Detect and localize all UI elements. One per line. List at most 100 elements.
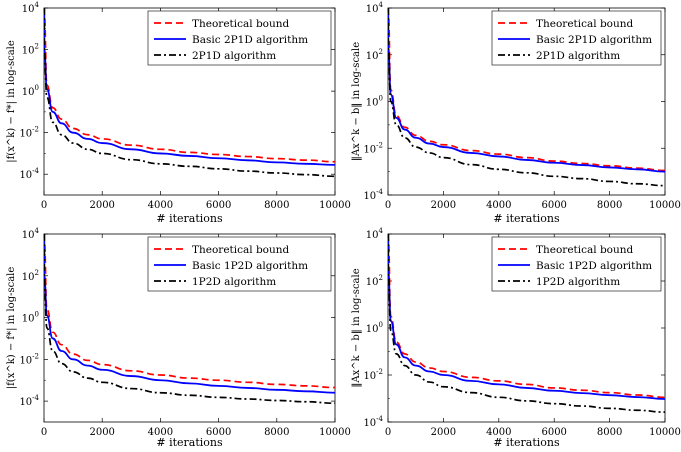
x-tick-label: 2000	[431, 427, 456, 438]
x-tick-label: 10000	[649, 200, 681, 211]
chart-top-left: 0 2000 4000 6000 8000 10000 10-4 10-2 100 102 104 T…	[6, 1, 351, 225]
y-tick-label: 10-4	[19, 167, 39, 181]
legend-label: Basic 1P2D algorithm	[536, 260, 652, 272]
y-tick-exponent: 4	[35, 227, 40, 235]
y-tick-exponent: 0	[35, 311, 39, 319]
x-tick-label: 0	[385, 427, 391, 438]
x-tick-label: 6000	[206, 200, 231, 211]
y-tick-exponent: 2	[35, 269, 39, 277]
y-tick-exponent: -4	[376, 188, 383, 196]
series-line-dashdot	[388, 234, 665, 413]
y-tick-exponent: -2	[32, 352, 39, 360]
y-tick-exponent: 0	[379, 95, 383, 103]
y-tick-label: 100	[366, 321, 383, 335]
y-tick-label: 10-2	[363, 368, 383, 382]
legend-label: 2P1D algorithm	[192, 50, 276, 62]
legend-label: 1P2D algorithm	[536, 276, 620, 288]
y-axis-label: ‖Ax^k − b‖ in log-scale	[351, 42, 362, 161]
x-tick-label: 6000	[541, 200, 566, 211]
y-tick-label: 100	[22, 311, 39, 325]
legend-label: 1P2D algorithm	[192, 276, 276, 288]
x-tick-label: 4000	[486, 427, 511, 438]
legend-label: Theoretical bound	[192, 244, 290, 256]
y-tick-label: 10-4	[363, 415, 383, 429]
x-tick-label: 8000	[597, 200, 622, 211]
series-line-dashdot	[44, 234, 335, 405]
x-axis-label: # iterations	[493, 212, 560, 225]
series-line-dashed	[388, 8, 665, 172]
x-tick-label: 8000	[264, 427, 289, 438]
y-tick-label: 102	[22, 43, 39, 57]
y-tick-label: 10-2	[19, 352, 39, 366]
series-line-dashed	[388, 234, 665, 399]
chart-top-right: 0 2000 4000 6000 8000 10000 10-4 10-2 100 102 104 T…	[351, 1, 681, 225]
x-axis-label: # iterations	[156, 436, 223, 449]
y-tick-exponent: 2	[379, 48, 383, 56]
y-tick-label: 100	[22, 84, 39, 98]
x-axis-label: # iterations	[493, 436, 560, 449]
y-tick-exponent: 4	[379, 227, 384, 235]
legend-label: Theoretical bound	[536, 18, 634, 30]
y-tick-exponent: -4	[32, 167, 39, 175]
series-line-dashed	[44, 234, 335, 389]
series-line-dashed	[44, 8, 335, 163]
x-tick-label: 4000	[486, 200, 511, 211]
series-line-solid	[388, 234, 665, 400]
y-tick-label: 10-4	[363, 188, 383, 202]
y-tick-exponent: -4	[376, 415, 383, 423]
x-tick-label: 8000	[264, 200, 289, 211]
x-tick-label: 2000	[431, 200, 456, 211]
y-tick-exponent: -2	[376, 141, 383, 149]
y-axis-label: |f(x^k) − f*| in log-scale	[6, 40, 17, 163]
legend-label: Theoretical bound	[192, 18, 290, 30]
chart-bottom-left: 0 2000 4000 6000 8000 10000 10-4 10-2 100 102 104 T…	[6, 227, 351, 449]
y-tick-label: 10-2	[19, 126, 39, 140]
y-tick-label: 10-4	[19, 394, 39, 408]
y-tick-exponent: -4	[32, 394, 39, 402]
x-tick-label: 10000	[319, 427, 351, 438]
x-tick-label: 6000	[206, 427, 231, 438]
y-tick-label: 10-2	[363, 141, 383, 155]
series-line-solid	[388, 8, 665, 173]
legend-label: Basic 2P1D algorithm	[192, 34, 308, 46]
y-tick-exponent: 2	[35, 43, 39, 51]
y-tick-label: 102	[366, 274, 383, 288]
y-tick-label: 100	[366, 95, 383, 109]
x-tick-label: 10000	[649, 427, 681, 438]
y-tick-label: 104	[366, 227, 384, 241]
y-axis-label: |f(x^k) − f*| in log-scale	[6, 267, 17, 390]
x-tick-label: 4000	[148, 200, 173, 211]
x-axis-label: # iterations	[156, 212, 223, 225]
x-tick-label: 6000	[541, 427, 566, 438]
y-tick-label: 104	[22, 227, 40, 241]
y-tick-exponent: 4	[35, 1, 40, 9]
x-tick-label: 4000	[148, 427, 173, 438]
legend-box	[147, 10, 332, 66]
legend-label: Theoretical bound	[536, 244, 634, 256]
legend-label: Basic 2P1D algorithm	[536, 34, 652, 46]
x-tick-label: 2000	[89, 427, 114, 438]
x-tick-label: 8000	[597, 427, 622, 438]
x-tick-label: 0	[41, 200, 47, 211]
y-tick-label: 102	[22, 269, 39, 283]
x-tick-label: 10000	[319, 200, 351, 211]
y-tick-label: 104	[366, 1, 384, 15]
y-tick-exponent: 4	[379, 1, 384, 9]
series-line-solid	[44, 8, 335, 166]
x-tick-label: 2000	[89, 200, 114, 211]
y-tick-exponent: -2	[32, 126, 39, 134]
series-line-solid	[44, 234, 335, 394]
x-tick-label: 0	[41, 427, 47, 438]
y-tick-exponent: 2	[379, 274, 383, 282]
series-line-dashdot	[388, 8, 665, 187]
legend-box	[491, 10, 662, 66]
y-tick-label: 104	[22, 1, 40, 15]
y-tick-label: 102	[366, 48, 383, 62]
legend-label: 2P1D algorithm	[536, 50, 620, 62]
y-tick-exponent: 0	[379, 321, 383, 329]
y-axis-label: ‖Ax^k − b‖ in log-scale	[351, 268, 362, 387]
legend-box	[147, 236, 332, 292]
x-tick-label: 0	[385, 200, 391, 211]
chart-bottom-right: 0 2000 4000 6000 8000 10000 10-4 10-2 100 102 104 T…	[351, 227, 681, 449]
